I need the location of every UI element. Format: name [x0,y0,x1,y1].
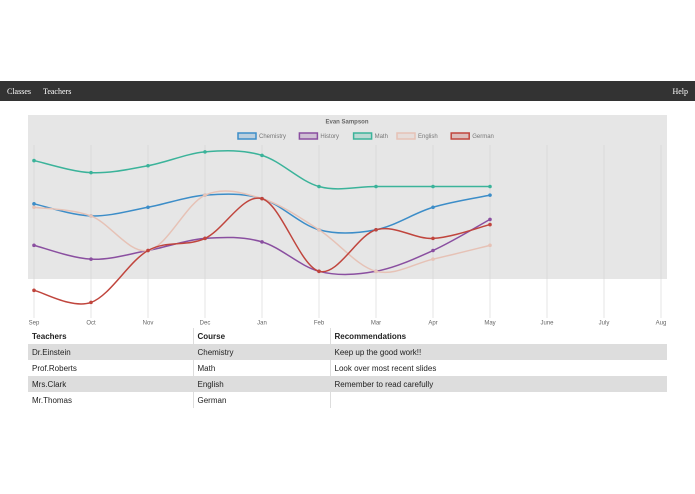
table-row: Prof.Roberts Math Look over most recent sl… [28,360,667,376]
chart-title: Evan Sampson [325,120,368,126]
data-point [32,158,36,163]
x-tick-label: Feb [314,321,325,327]
chart-background [28,115,667,279]
table-row: Mr.Thomas German [28,392,667,408]
table-cell: Mrs.Clark [32,379,67,389]
nav-bar: Classes Teachers Help [0,81,695,101]
data-point [317,184,321,189]
legend-label: English [418,134,438,140]
table-cell: Mr.Thomas [32,395,73,405]
data-point [488,243,492,248]
table-grid: Teachers Course Recommendations Dr.Einst… [28,328,667,408]
legend-label: Math [375,134,388,140]
header-cell: Course [192,328,330,344]
legend-swatch [298,132,319,140]
table-cell: Math [192,360,330,376]
table-cell: German [192,392,330,408]
table-cell: Keep up the good work!! [329,344,667,360]
data-point [203,193,207,197]
table-row: Mrs.Clark English Remember to read careful… [28,376,667,392]
data-point [488,184,492,189]
data-point [32,205,36,210]
data-point [32,243,36,248]
x-tick-label: Dec [200,321,211,327]
data-point [260,153,264,158]
table-cell: Chemistry [192,344,330,360]
x-tick-label: Sep [29,321,40,327]
legend-label: Chemistry [259,134,286,140]
nav-link[interactable]: Classes [7,87,31,96]
data-point [89,257,93,261]
data-point [203,236,207,241]
data-point [431,184,435,189]
data-point [203,150,207,154]
x-tick-label: June [540,321,554,327]
data-point [374,227,378,232]
data-point [89,214,93,218]
data-point [89,300,93,305]
legend-swatch [352,132,373,140]
x-tick-label: May [484,321,495,327]
data-point [431,205,435,210]
data-point [374,269,378,274]
legend-swatch [237,132,257,140]
table-cell: Look over most recent slides [329,360,667,376]
x-tick-label: Oct [86,321,96,327]
table-cell [329,392,667,408]
legend-swatch [396,132,416,140]
data-point [488,193,492,197]
data-point [431,236,435,241]
data-point [146,205,150,210]
data-point [146,163,150,168]
nav-link[interactable]: Teachers [43,87,72,96]
table-cell: Remember to read carefully [329,376,667,392]
table-cell: Prof.Roberts [32,363,77,373]
data-point [260,196,264,201]
data-point [317,227,321,232]
x-tick-label: Apr [428,321,437,327]
data-point [317,269,321,274]
legend-label: History [320,134,339,140]
table-cell: English [192,376,330,392]
data-point [488,222,492,227]
data-point [32,202,36,206]
table-row: Dr.Einstein Chemistry Keep up the good wor… [28,344,667,360]
data-point [374,184,378,189]
data-point [260,240,264,244]
nav-link[interactable]: Help [672,87,688,96]
data-point [146,248,150,253]
x-tick-label: Nov [143,321,154,327]
data-point [488,217,492,222]
x-tick-label: Jan [257,321,267,327]
data-point [431,257,435,261]
legend-swatch [450,132,470,140]
chart: Evan Sampson Sep Oct Nov Dec Jan Feb Mar Apr May… [28,115,667,327]
header-cell: Recommendations [329,328,667,344]
data-point [32,288,36,293]
data-point [431,248,435,253]
table: Teachers Course Recommendations Dr.Einst… [28,328,667,414]
x-tick-label: July [599,321,610,327]
table-cell: Dr.Einstein [32,347,71,357]
header-cell: Teachers [32,331,67,341]
x-tick-label: Mar [371,321,381,327]
data-point [89,170,93,175]
x-tick-label: Aug [656,321,667,327]
legend-label: German [472,134,494,140]
